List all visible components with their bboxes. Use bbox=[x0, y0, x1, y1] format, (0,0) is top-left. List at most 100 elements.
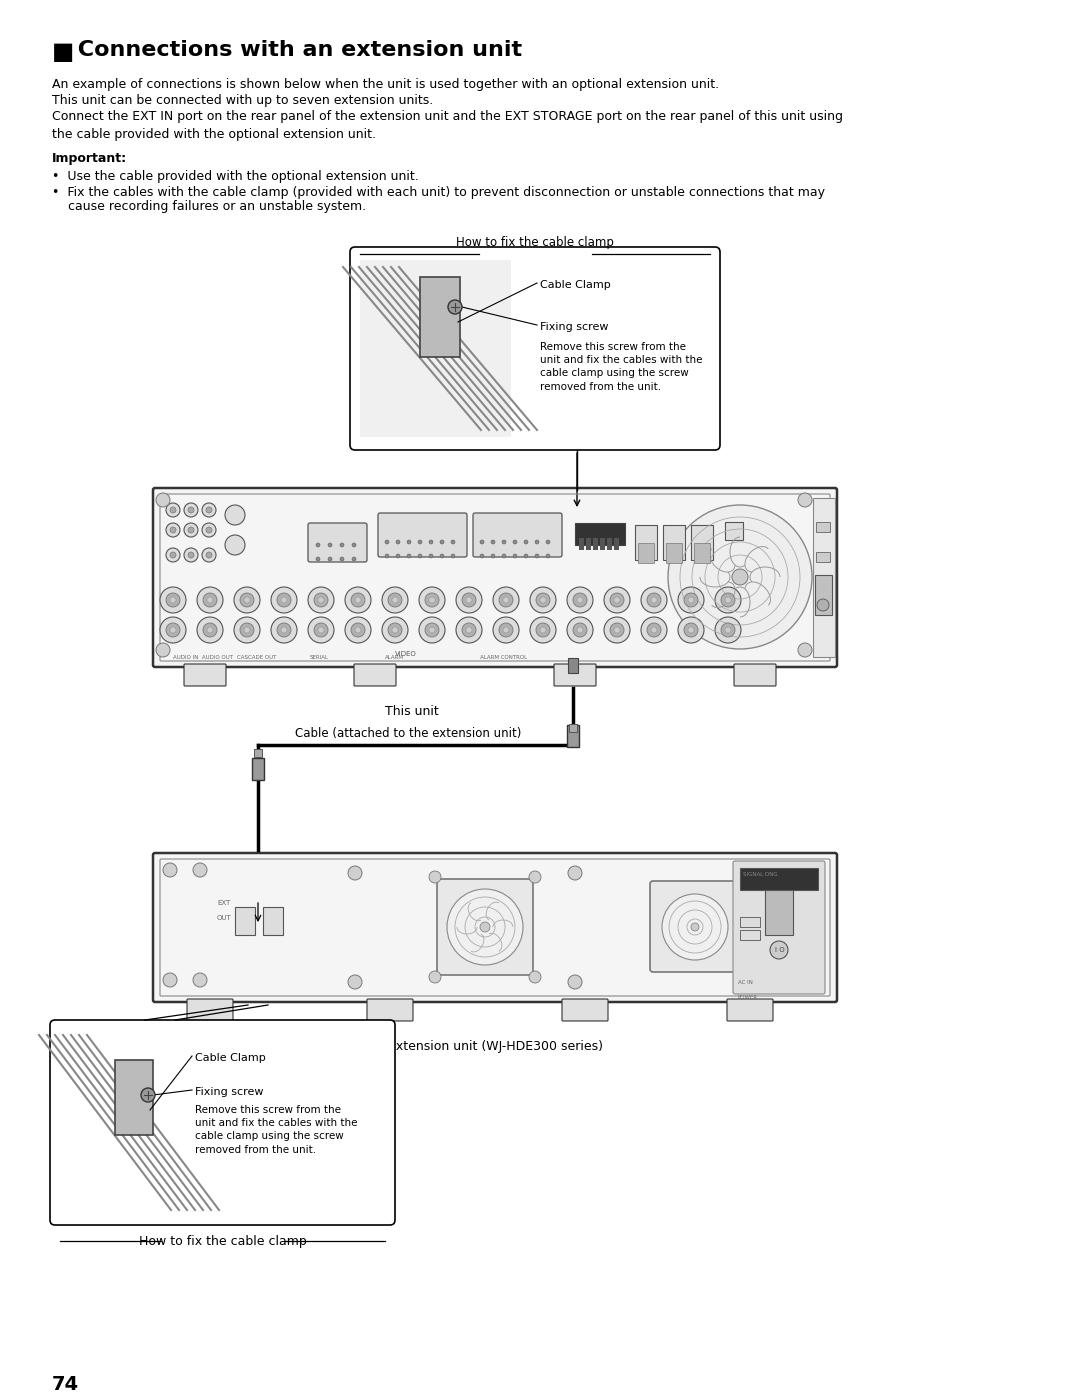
Bar bbox=[663, 525, 685, 560]
Circle shape bbox=[318, 597, 324, 603]
Circle shape bbox=[156, 644, 170, 658]
Circle shape bbox=[170, 506, 176, 513]
Circle shape bbox=[384, 554, 389, 558]
Bar bbox=[725, 522, 743, 540]
Circle shape bbox=[426, 593, 438, 607]
Circle shape bbox=[392, 597, 399, 603]
Circle shape bbox=[318, 627, 324, 632]
Circle shape bbox=[465, 627, 472, 632]
Bar bbox=[816, 582, 831, 592]
Circle shape bbox=[688, 597, 694, 603]
Text: ■: ■ bbox=[52, 41, 75, 64]
Bar bbox=[607, 539, 612, 550]
Text: •  Use the cable provided with the optional extension unit.: • Use the cable provided with the option… bbox=[52, 171, 419, 183]
Text: Connections with an extension unit: Connections with an extension unit bbox=[70, 41, 522, 60]
Circle shape bbox=[524, 554, 528, 558]
Circle shape bbox=[392, 627, 399, 632]
FancyBboxPatch shape bbox=[734, 665, 777, 686]
Circle shape bbox=[462, 623, 476, 637]
Circle shape bbox=[348, 866, 362, 880]
Bar bbox=[254, 748, 262, 757]
Text: An example of connections is shown below when the unit is used together with an : An example of connections is shown below… bbox=[52, 78, 719, 91]
Circle shape bbox=[684, 593, 698, 607]
Circle shape bbox=[355, 627, 361, 632]
Circle shape bbox=[536, 623, 550, 637]
Circle shape bbox=[271, 617, 297, 644]
Circle shape bbox=[491, 554, 495, 558]
Circle shape bbox=[480, 554, 484, 558]
Circle shape bbox=[352, 543, 356, 547]
Text: AUDIO IN  AUDIO OUT: AUDIO IN AUDIO OUT bbox=[173, 655, 233, 660]
Circle shape bbox=[188, 553, 194, 558]
Circle shape bbox=[352, 557, 356, 561]
Bar bbox=[579, 539, 584, 550]
Text: cause recording failures or an unstable system.: cause recording failures or an unstable … bbox=[52, 200, 366, 213]
Circle shape bbox=[418, 540, 422, 544]
Circle shape bbox=[308, 617, 334, 644]
Circle shape bbox=[163, 863, 177, 877]
Circle shape bbox=[184, 504, 198, 518]
Text: •  Fix the cables with the cable clamp (provided with each unit) to prevent disc: • Fix the cables with the cable clamp (p… bbox=[52, 186, 825, 199]
Text: EXT: EXT bbox=[217, 900, 230, 907]
Circle shape bbox=[203, 593, 217, 607]
Circle shape bbox=[429, 872, 441, 883]
Bar bbox=[635, 525, 657, 560]
Bar bbox=[360, 260, 511, 436]
Circle shape bbox=[207, 597, 213, 603]
Circle shape bbox=[418, 554, 422, 558]
Circle shape bbox=[244, 627, 249, 632]
Text: 74: 74 bbox=[52, 1375, 79, 1393]
Circle shape bbox=[567, 588, 593, 613]
Text: Extension unit (WJ-HDE300 series): Extension unit (WJ-HDE300 series) bbox=[388, 1039, 603, 1053]
FancyBboxPatch shape bbox=[733, 860, 825, 995]
Circle shape bbox=[351, 593, 365, 607]
Circle shape bbox=[540, 627, 546, 632]
Circle shape bbox=[276, 593, 291, 607]
Circle shape bbox=[141, 1088, 156, 1102]
Circle shape bbox=[396, 540, 400, 544]
Circle shape bbox=[715, 588, 741, 613]
Circle shape bbox=[577, 627, 583, 632]
Circle shape bbox=[156, 492, 170, 506]
Bar bbox=[114, 1060, 153, 1135]
Bar bbox=[615, 539, 619, 550]
Circle shape bbox=[240, 623, 254, 637]
Circle shape bbox=[170, 527, 176, 533]
Circle shape bbox=[647, 623, 661, 637]
Circle shape bbox=[651, 627, 657, 632]
Bar bbox=[816, 522, 831, 532]
FancyBboxPatch shape bbox=[473, 513, 562, 557]
Circle shape bbox=[206, 506, 212, 513]
Circle shape bbox=[524, 540, 528, 544]
Circle shape bbox=[202, 504, 216, 518]
Text: Remove this screw from the
unit and fix the cables with the
cable clamp using th: Remove this screw from the unit and fix … bbox=[540, 341, 702, 392]
Circle shape bbox=[604, 617, 630, 644]
Text: Cable Clamp: Cable Clamp bbox=[540, 280, 611, 290]
Circle shape bbox=[419, 588, 445, 613]
Circle shape bbox=[615, 627, 620, 632]
Circle shape bbox=[160, 588, 186, 613]
Bar bbox=[586, 539, 591, 550]
Circle shape bbox=[328, 543, 332, 547]
Circle shape bbox=[440, 554, 444, 558]
Circle shape bbox=[465, 597, 472, 603]
Circle shape bbox=[429, 597, 435, 603]
Circle shape bbox=[316, 557, 320, 561]
Circle shape bbox=[491, 540, 495, 544]
Circle shape bbox=[166, 593, 180, 607]
Circle shape bbox=[529, 872, 541, 883]
Circle shape bbox=[419, 617, 445, 644]
Circle shape bbox=[203, 623, 217, 637]
Circle shape bbox=[202, 523, 216, 537]
Circle shape bbox=[160, 617, 186, 644]
Circle shape bbox=[225, 505, 245, 525]
Bar bbox=[666, 543, 681, 562]
Text: Remove this screw from the
unit and fix the cables with the
cable clamp using th: Remove this screw from the unit and fix … bbox=[195, 1105, 357, 1154]
Text: How to fix the cable clamp: How to fix the cable clamp bbox=[138, 1235, 307, 1248]
FancyBboxPatch shape bbox=[187, 999, 233, 1021]
Circle shape bbox=[314, 623, 328, 637]
Circle shape bbox=[193, 863, 207, 877]
Text: ALARM CONTROL: ALARM CONTROL bbox=[480, 655, 527, 660]
Circle shape bbox=[530, 617, 556, 644]
Circle shape bbox=[451, 540, 455, 544]
